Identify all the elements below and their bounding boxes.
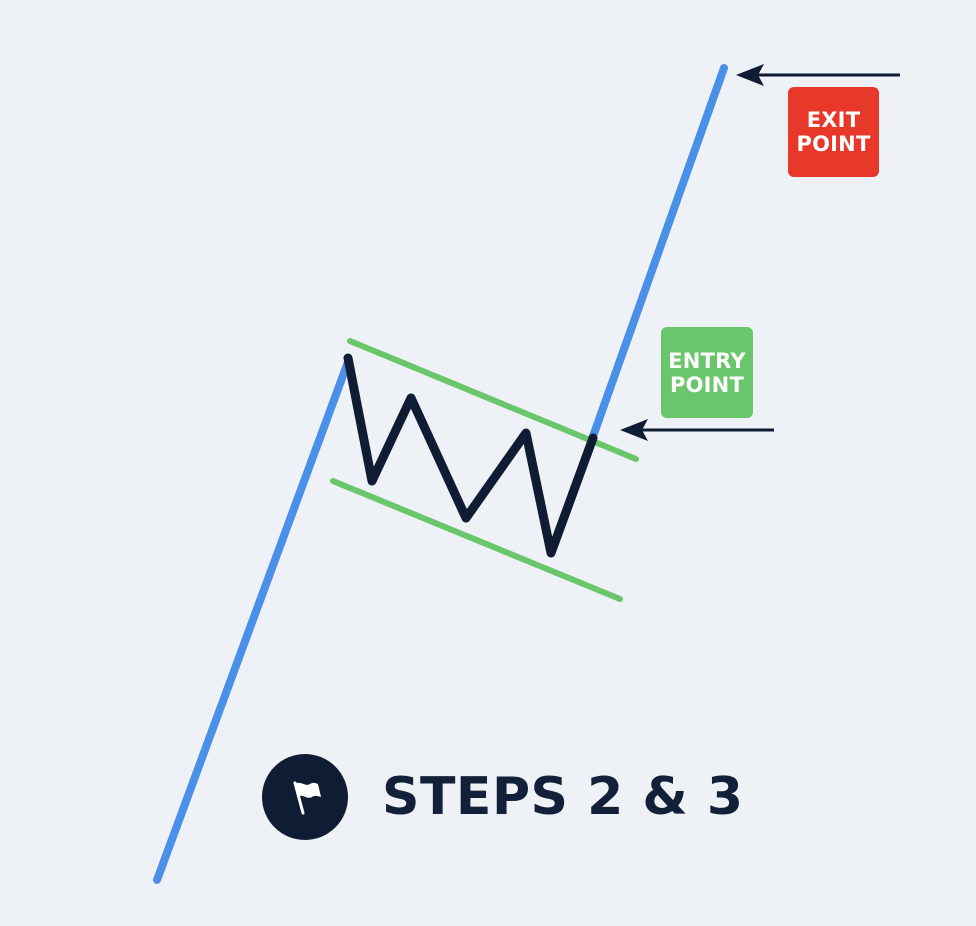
- flag-icon: [262, 754, 348, 840]
- entry-badge-line2: POINT: [670, 372, 744, 397]
- steps-title: STEPS 2 & 3: [382, 767, 744, 827]
- exit-badge-line1: EXIT: [806, 108, 861, 132]
- entry-badge-line1: ENTRY: [668, 348, 746, 373]
- breakout-trend-line: [587, 64, 728, 446]
- consolidation-zigzag: [343, 353, 598, 558]
- flagpole-trend-line: [153, 358, 352, 884]
- steps-footer: STEPS 2 & 3: [262, 754, 744, 840]
- lower-channel-line: [330, 478, 623, 602]
- entry-point-badge: ENTRY POINT: [661, 327, 753, 418]
- exit-badge-line2: POINT: [796, 132, 871, 156]
- entry-arrow: [620, 419, 774, 441]
- exit-arrow: [736, 64, 900, 86]
- exit-point-badge: EXIT POINT: [788, 87, 879, 177]
